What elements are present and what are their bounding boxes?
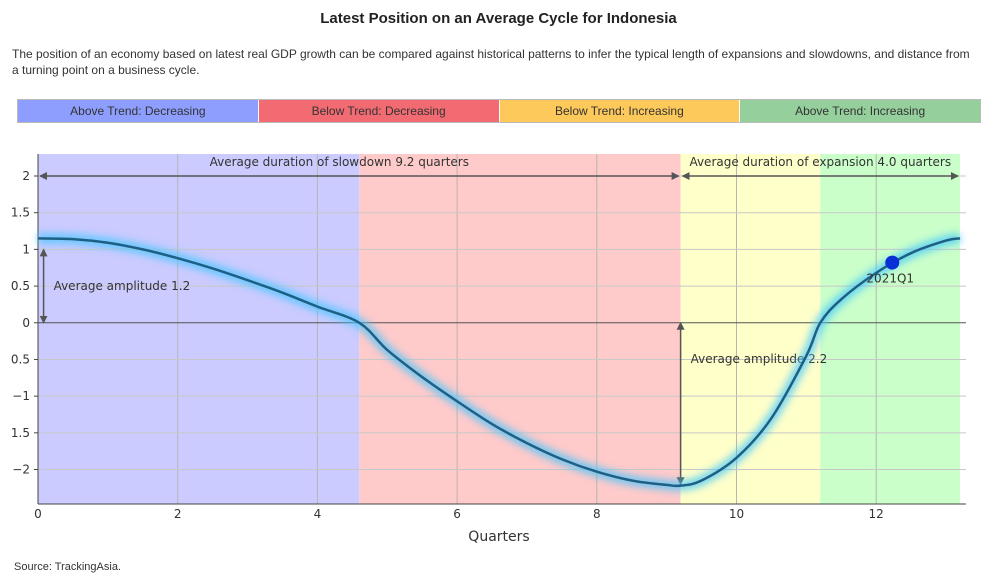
legend-below-trend-increasing[interactable]: Below Trend: Increasing [499,100,741,122]
amplitude-above-label: Average amplitude 1.2 [54,279,191,293]
y-tick-label: −2 [12,463,30,477]
phase-region [359,154,681,504]
legend-below-trend-decreasing[interactable]: Below Trend: Decreasing [258,100,500,122]
current-position-marker [885,255,900,270]
expansion-duration-label: Average duration of expansion 4.0 quarte… [689,155,951,169]
phase-legend: Above Trend: Decreasing Below Trend: Dec… [17,99,981,123]
x-tick-label: 10 [729,507,744,521]
legend-above-trend-decreasing[interactable]: Above Trend: Decreasing [18,100,259,122]
chart-title: Latest Position on an Average Cycle for … [320,10,677,27]
phase-region [680,154,821,504]
y-tick-label: −1 [12,389,30,403]
x-tick-label: 8 [593,507,601,521]
phase-region [38,154,360,504]
y-tick-label: 1 [22,242,30,256]
current-position-label: 2021Q1 [866,272,914,286]
y-tick-label: 2 [22,169,30,183]
y-tick-label: 0 [22,316,30,330]
business-cycle-chart: 0 2 4 6 8 10 12 2 1.5 1 0.5 0 0.5 −1 1.5 −2 Average dur… [11,154,966,545]
x-tick-label: 6 [453,507,461,521]
y-tick-label: 1.5 [11,206,30,220]
chart-description: The position of an economy based on late… [12,47,970,77]
x-tick-label: 12 [869,507,884,521]
legend-above-trend-increasing[interactable]: Above Trend: Increasing [740,100,980,122]
y-tick-label: 1.5 [11,426,30,440]
x-axis-label: Quarters [468,529,529,545]
legend-label: Below Trend: Increasing [555,104,684,118]
y-tick-label: 0.5 [11,279,30,293]
slowdown-duration-label: Average duration of slowdown 9.2 quarter… [210,155,469,169]
x-tick-label: 0 [34,507,42,521]
legend-label: Above Trend: Decreasing [70,104,206,118]
legend-label: Below Trend: Decreasing [311,104,446,118]
x-tick-label: 4 [314,507,322,521]
y-tick-label: 0.5 [11,352,30,366]
cycle-line [37,237,961,488]
x-tick-label: 2 [174,507,182,521]
amplitude-below-label: Average amplitude 2.2 [691,352,828,366]
source-note: Source: TrackingAsia. [14,561,121,573]
legend-label: Above Trend: Increasing [795,104,926,118]
phase-region [820,154,960,504]
